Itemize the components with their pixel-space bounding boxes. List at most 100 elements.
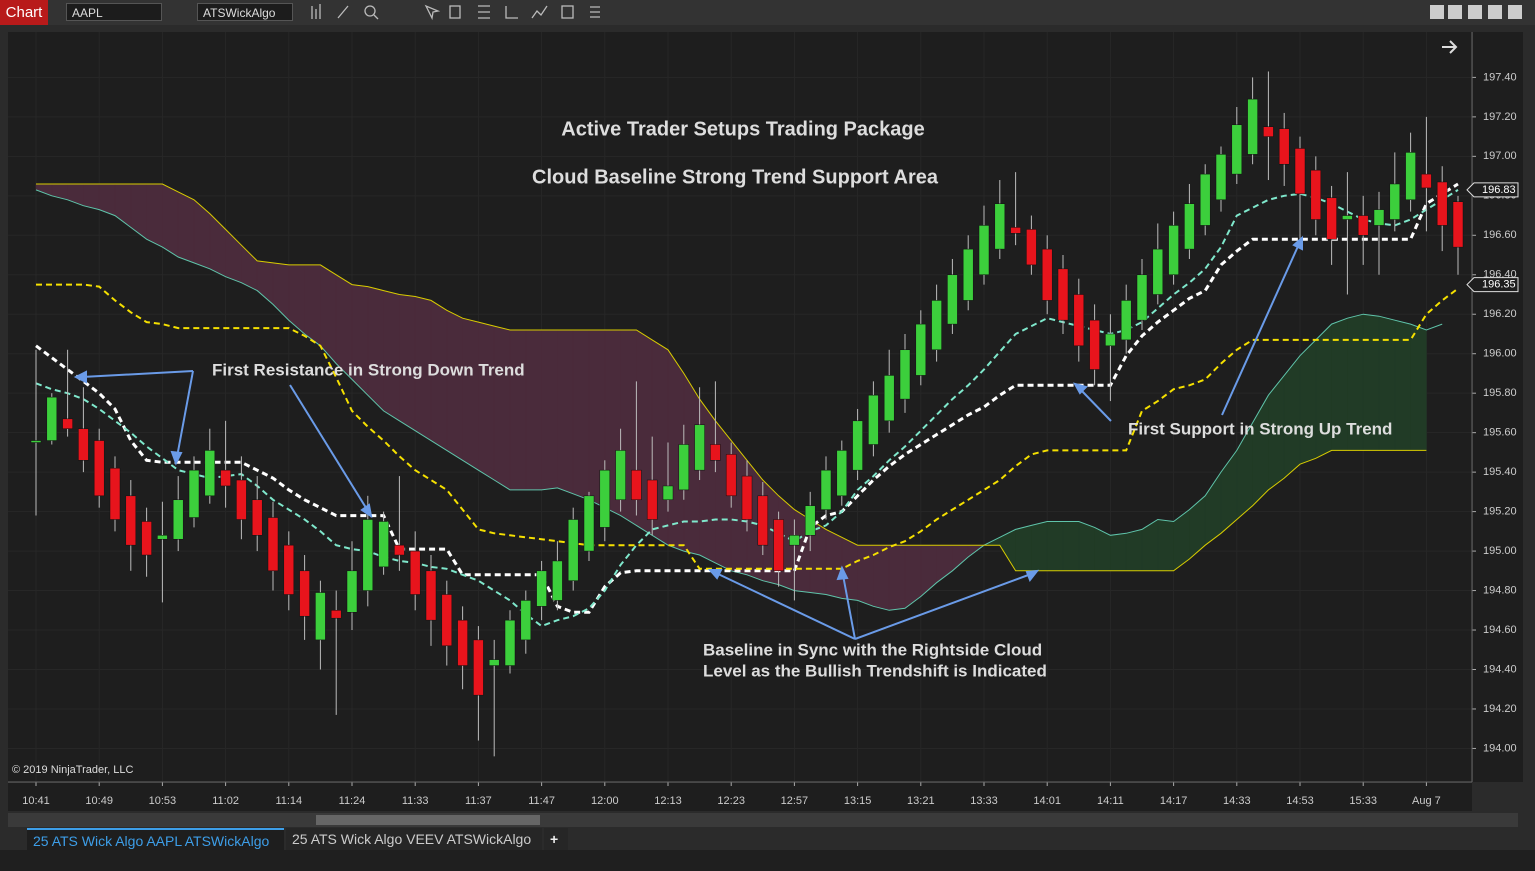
candle-body — [157, 535, 168, 540]
candle-body — [1436, 181, 1448, 226]
y-tick-label: 196.60 — [1483, 229, 1517, 241]
candle-body — [30, 440, 42, 443]
candle-body — [1373, 209, 1385, 226]
candle-body — [883, 375, 895, 422]
candle-body — [804, 505, 816, 536]
candle-body — [1263, 126, 1274, 137]
cloud-segment — [857, 544, 874, 607]
cloud-segment — [367, 286, 384, 412]
cloud-segment — [509, 329, 527, 491]
x-tick-label: 12:13 — [654, 795, 682, 807]
candle-body — [1199, 173, 1211, 226]
candle-body — [678, 444, 690, 491]
x-tick-label: 11:24 — [339, 795, 366, 807]
btn-b[interactable] — [1448, 5, 1462, 19]
btn-a[interactable] — [1430, 5, 1444, 19]
scrollbar-thumb[interactable] — [316, 815, 540, 825]
candle-body — [599, 469, 611, 528]
x-tick-label: 13:15 — [844, 795, 872, 807]
tab[interactable]: 25 ATS Wick Algo VEEV ATSWickAlgo — [286, 828, 542, 850]
cloud-segment — [1299, 339, 1317, 465]
candle-body — [1231, 124, 1243, 175]
x-tick-label: 14:17 — [1160, 795, 1188, 807]
cloud-segment — [888, 544, 906, 611]
chart-button[interactable]: Chart — [0, 0, 48, 25]
candle-body — [757, 495, 769, 546]
candle-body — [1294, 148, 1306, 195]
y-tick-label: 196.00 — [1483, 348, 1517, 360]
cloud-segment — [572, 329, 590, 501]
annotation: Level as the Bullish Trendshift is Indic… — [703, 661, 1047, 680]
candle-body — [1168, 225, 1179, 276]
indicator-selector[interactable]: ATSWickAlgo — [197, 3, 293, 21]
window-buttons — [1430, 5, 1522, 19]
candle-body — [1073, 294, 1085, 347]
x-tick-label: 13:21 — [907, 795, 935, 807]
cloud-segment — [162, 183, 179, 258]
candle-body — [646, 479, 658, 520]
tab[interactable]: 25 ATS Wick Algo AAPL ATSWickAlgo — [27, 828, 284, 850]
candle-body — [947, 274, 958, 325]
btn-d[interactable] — [1488, 5, 1502, 19]
candle-body — [1278, 128, 1290, 165]
cloud-segment — [446, 309, 463, 461]
candle-body — [1041, 248, 1053, 301]
overlay-line — [35, 182, 1459, 614]
cloud-line-a — [35, 189, 1443, 611]
candle-body — [1215, 154, 1227, 201]
candle-body — [1105, 333, 1116, 347]
candle-body — [536, 570, 547, 607]
y-tick-label: 195.00 — [1483, 545, 1517, 557]
y-tick-label: 195.80 — [1483, 387, 1517, 399]
y-tick-label: 195.20 — [1483, 506, 1517, 518]
chart-title: Active Trader Setups Trading Package — [561, 118, 924, 140]
x-tick-label: 15:33 — [1349, 795, 1377, 807]
x-tick-label: 11:47 — [528, 795, 555, 807]
scrollbar[interactable] — [8, 813, 1518, 827]
candle-body — [473, 639, 484, 696]
x-tick-label: 10:41 — [22, 795, 50, 807]
annotation: First Support in Strong Up Trend — [1128, 419, 1392, 438]
cloud-segment — [146, 183, 163, 248]
y-tick-label: 195.60 — [1483, 427, 1517, 439]
candle-body — [236, 479, 247, 520]
price-marker-label: 196.35 — [1482, 279, 1516, 291]
candle-body — [1389, 183, 1401, 220]
x-tick-label: 10:53 — [149, 795, 177, 807]
cloud-segment — [1078, 521, 1095, 572]
x-tick-label: 10:49 — [85, 795, 113, 807]
x-tick-label: 11:02 — [212, 795, 239, 807]
scroll-right-icon[interactable] — [1442, 40, 1458, 54]
add-tab[interactable]: + — [544, 828, 568, 850]
candle-body — [852, 420, 863, 471]
price-axis — [1473, 32, 1523, 782]
btn-close[interactable] — [1508, 5, 1522, 19]
tab-bar: 25 ATS Wick Algo AAPL ATSWickAlgo 25 ATS… — [0, 828, 1535, 850]
x-tick-label: 11:37 — [465, 795, 492, 807]
candle-body — [441, 594, 453, 647]
toolbar-icons — [311, 4, 600, 21]
cloud-segment — [383, 290, 400, 422]
candle-body — [962, 248, 974, 301]
cloud-segment — [541, 329, 558, 491]
cloud-segment — [1031, 521, 1048, 572]
candle-body — [1026, 229, 1037, 266]
candle-body — [78, 428, 89, 461]
candle-body — [978, 225, 990, 276]
x-tick-label: 11:33 — [402, 795, 429, 807]
candle-body — [631, 469, 642, 501]
btn-c[interactable] — [1468, 5, 1482, 19]
candle-body — [109, 467, 121, 520]
candle-body — [915, 323, 927, 376]
y-tick-label: 194.80 — [1483, 584, 1517, 596]
cloud-segment — [1283, 354, 1301, 479]
instrument-selector[interactable]: AAPL — [66, 3, 162, 21]
candle-body — [330, 610, 342, 619]
cloud-segment — [1157, 519, 1174, 572]
candle-body — [346, 570, 358, 613]
y-tick-label: 195.40 — [1483, 466, 1517, 478]
x-tick-label: 12:00 — [591, 795, 619, 807]
annotation: Baseline in Sync with the Rightside Clou… — [703, 640, 1042, 659]
candle-body — [425, 570, 437, 621]
